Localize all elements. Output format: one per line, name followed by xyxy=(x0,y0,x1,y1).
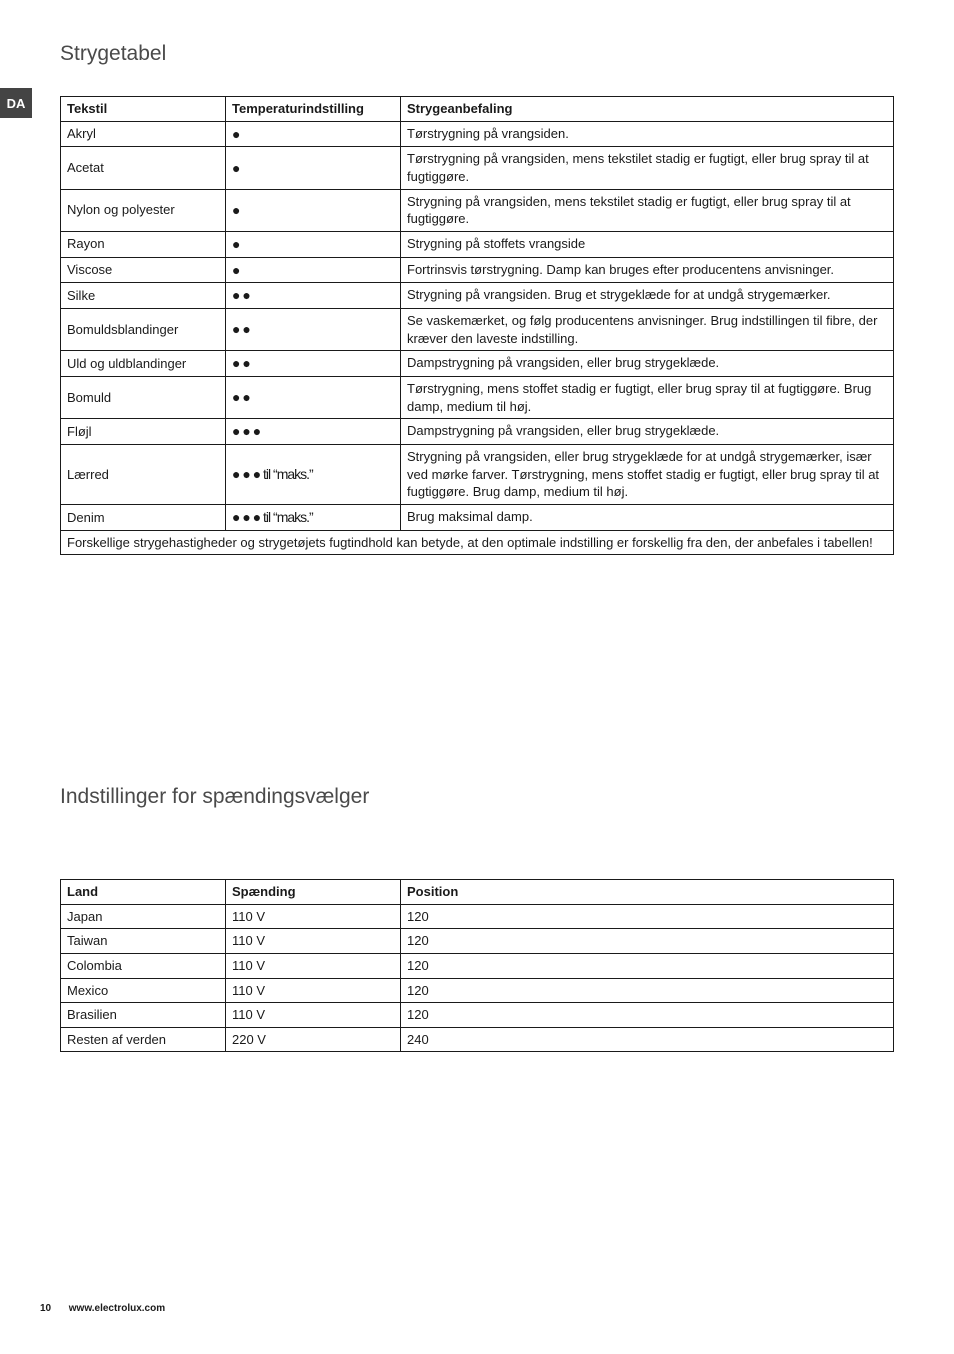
cell-position: 120 xyxy=(401,904,894,929)
heading-voltage: Indstillinger for spændingsvælger xyxy=(60,785,894,809)
cell-recommendation: Dampstrygning på vrangsiden, eller brug … xyxy=(401,419,894,445)
table-row: Japan110 V120 xyxy=(61,904,894,929)
cell-land: Brasilien xyxy=(61,1003,226,1028)
table-header-row: Land Spænding Position xyxy=(61,880,894,905)
cell-recommendation: Dampstrygning på vrangsiden, eller brug … xyxy=(401,351,894,377)
cell-temp: ● xyxy=(226,121,401,147)
cell-spaending: 110 V xyxy=(226,929,401,954)
th-temp: Temperaturindstilling xyxy=(226,97,401,122)
table-row: Bomuld● ●Tørstrygning, mens stoffet stad… xyxy=(61,377,894,419)
table-row: Mexico110 V120 xyxy=(61,978,894,1003)
cell-fabric: Bomuld xyxy=(61,377,226,419)
footer-url: www.electrolux.com xyxy=(69,1303,165,1314)
cell-land: Colombia xyxy=(61,953,226,978)
cell-fabric: Akryl xyxy=(61,121,226,147)
cell-fabric: Denim xyxy=(61,504,226,530)
table-row: Brasilien110 V120 xyxy=(61,1003,894,1028)
cell-temp: ● ● xyxy=(226,283,401,309)
voltage-table: Land Spænding Position Japan110 V120Taiw… xyxy=(60,879,894,1052)
cell-recommendation: Tørstrygning, mens stoffet stadig er fug… xyxy=(401,377,894,419)
cell-recommendation: Tørstrygning på vrangsiden, mens tekstil… xyxy=(401,147,894,189)
cell-recommendation: Fortrinsvis tørstrygning. Damp kan bruge… xyxy=(401,257,894,283)
table-row: Denim● ● ● til “maks.”Brug maksimal damp… xyxy=(61,504,894,530)
language-tab: DA xyxy=(0,88,32,118)
table-row: Lærred● ● ● til “maks.”Strygning på vran… xyxy=(61,445,894,505)
table-footnote-row: Forskellige strygehastigheder og stryget… xyxy=(61,530,894,555)
cell-fabric: Nylon og polyester xyxy=(61,189,226,231)
table-row: Silke● ●Strygning på vrangsiden. Brug et… xyxy=(61,283,894,309)
table-footnote: Forskellige strygehastigheder og stryget… xyxy=(61,530,894,555)
cell-spaending: 110 V xyxy=(226,978,401,1003)
cell-spaending: 110 V xyxy=(226,953,401,978)
cell-fabric: Fløjl xyxy=(61,419,226,445)
cell-position: 120 xyxy=(401,929,894,954)
cell-temp: ● xyxy=(226,231,401,257)
ironing-table: Tekstil Temperaturindstilling Strygeanbe… xyxy=(60,96,894,555)
page-footer: 10 www.electrolux.com xyxy=(40,1303,165,1314)
cell-fabric: Uld og uldblandinger xyxy=(61,351,226,377)
table-row: Akryl●Tørstrygning på vrangsiden. xyxy=(61,121,894,147)
cell-fabric: Lærred xyxy=(61,445,226,505)
table-row: Resten af verden220 V240 xyxy=(61,1027,894,1052)
cell-recommendation: Strygning på vrangsiden, eller brug stry… xyxy=(401,445,894,505)
table-header-row: Tekstil Temperaturindstilling Strygeanbe… xyxy=(61,97,894,122)
cell-temp: ● xyxy=(226,147,401,189)
page-content: Strygetabel Tekstil Temperaturindstillin… xyxy=(0,0,954,1052)
cell-fabric: Silke xyxy=(61,283,226,309)
cell-recommendation: Brug maksimal damp. xyxy=(401,504,894,530)
cell-temp: ● xyxy=(226,189,401,231)
cell-position: 120 xyxy=(401,1003,894,1028)
cell-position: 120 xyxy=(401,978,894,1003)
table-row: Nylon og polyester●Strygning på vrangsid… xyxy=(61,189,894,231)
cell-spaending: 110 V xyxy=(226,904,401,929)
th-spaending: Spænding xyxy=(226,880,401,905)
cell-temp: ● ● ● xyxy=(226,419,401,445)
cell-land: Resten af verden xyxy=(61,1027,226,1052)
table-row: Fløjl● ● ●Dampstrygning på vrangsiden, e… xyxy=(61,419,894,445)
cell-spaending: 110 V xyxy=(226,1003,401,1028)
cell-recommendation: Strygning på vrangsiden. Brug et strygek… xyxy=(401,283,894,309)
cell-recommendation: Tørstrygning på vrangsiden. xyxy=(401,121,894,147)
table-row: Uld og uldblandinger● ●Dampstrygning på … xyxy=(61,351,894,377)
table-row: Acetat●Tørstrygning på vrangsiden, mens … xyxy=(61,147,894,189)
table-row: Taiwan110 V120 xyxy=(61,929,894,954)
cell-recommendation: Strygning på stoffets vrangside xyxy=(401,231,894,257)
table-row: Viscose●Fortrinsvis tørstrygning. Damp k… xyxy=(61,257,894,283)
cell-temp: ● ● ● til “maks.” xyxy=(226,504,401,530)
heading-ironing-table: Strygetabel xyxy=(60,42,894,66)
th-rec: Strygeanbefaling xyxy=(401,97,894,122)
cell-recommendation: Strygning på vrangsiden, mens tekstilet … xyxy=(401,189,894,231)
cell-land: Mexico xyxy=(61,978,226,1003)
th-land: Land xyxy=(61,880,226,905)
cell-fabric: Bomuldsblandinger xyxy=(61,309,226,351)
th-position: Position xyxy=(401,880,894,905)
table-row: Bomuldsblandinger● ●Se vaskemærket, og f… xyxy=(61,309,894,351)
th-tekstil: Tekstil xyxy=(61,97,226,122)
cell-position: 120 xyxy=(401,953,894,978)
table-row: Colombia110 V120 xyxy=(61,953,894,978)
cell-position: 240 xyxy=(401,1027,894,1052)
cell-fabric: Rayon xyxy=(61,231,226,257)
cell-temp: ● ● xyxy=(226,309,401,351)
cell-fabric: Acetat xyxy=(61,147,226,189)
page-number: 10 xyxy=(40,1303,66,1314)
table-row: Rayon●Strygning på stoffets vrangside xyxy=(61,231,894,257)
cell-land: Japan xyxy=(61,904,226,929)
cell-spaending: 220 V xyxy=(226,1027,401,1052)
cell-fabric: Viscose xyxy=(61,257,226,283)
cell-temp: ● ● xyxy=(226,351,401,377)
cell-temp: ● ● ● til “maks.” xyxy=(226,445,401,505)
cell-recommendation: Se vaskemærket, og følg producentens anv… xyxy=(401,309,894,351)
cell-temp: ● xyxy=(226,257,401,283)
cell-land: Taiwan xyxy=(61,929,226,954)
cell-temp: ● ● xyxy=(226,377,401,419)
